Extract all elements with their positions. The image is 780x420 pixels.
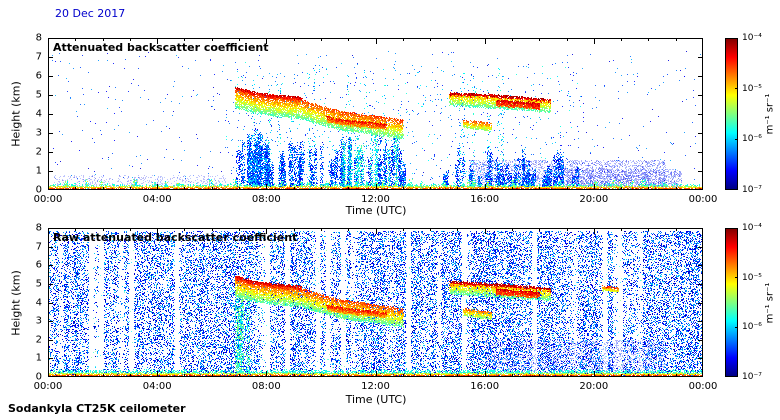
y-tick-label: 6 (35, 70, 42, 82)
panel2-colorbar (725, 228, 738, 377)
y-tick-label: 0 (35, 371, 42, 383)
y-tick-label: 2 (35, 334, 42, 346)
raw-attenuated-backscatter-heatmap (48, 228, 703, 377)
panel2-x-axis-label: Time (UTC) (345, 393, 407, 406)
colorbar-tick-label: 10⁻⁶ (742, 322, 762, 333)
y-tick-label: 8 (35, 222, 42, 234)
y-tick-label: 3 (35, 315, 42, 327)
instrument-label: Sodankyla CT25K ceilometer (8, 402, 186, 415)
colorbar-tick-label: 10⁻⁴ (742, 33, 762, 43)
x-tick-label: 00:00 (688, 381, 718, 392)
x-tick-label: 12:00 (361, 381, 390, 392)
y-tick-label: 7 (35, 241, 42, 253)
panel2-colorbar-unit-label: m⁻¹ sr⁻¹ (764, 282, 776, 324)
x-tick-label: 04:00 (142, 194, 172, 205)
colorbar-tick-label: 10⁻⁷ (742, 372, 762, 382)
x-tick-label: 00:00 (33, 381, 63, 392)
x-tick-label: 04:00 (142, 381, 172, 392)
y-tick-label: 0 (35, 184, 42, 196)
x-tick-label: 12:00 (361, 194, 390, 205)
x-tick-label: 20:00 (579, 194, 609, 205)
colorbar-tick-label: 10⁻⁶ (742, 134, 762, 145)
y-tick-label: 1 (35, 352, 42, 364)
y-tick-label: 4 (35, 108, 42, 120)
panel2-title: Raw attenuated backscatter coefficient (53, 231, 298, 244)
y-tick-label: 6 (35, 259, 42, 271)
y-tick-label: 5 (35, 89, 42, 101)
y-tick-label: 8 (35, 32, 42, 44)
attenuated-backscatter-heatmap (48, 38, 703, 190)
colorbar-tick-label: 10⁻⁵ (742, 272, 762, 283)
x-tick-label: 08:00 (251, 381, 281, 392)
colorbar-tick-label: 10⁻⁴ (742, 223, 762, 233)
x-tick-label: 00:00 (688, 194, 718, 205)
x-tick-label: 20:00 (579, 381, 609, 392)
y-tick-label: 4 (35, 297, 42, 308)
colorbar-tick-label: 10⁻⁵ (742, 83, 762, 94)
x-tick-label: 00:00 (33, 194, 63, 205)
colorbar-tick-label: 10⁻⁷ (742, 185, 762, 195)
y-tick-label: 5 (35, 278, 42, 290)
y-tick-label: 3 (35, 127, 42, 139)
panel1-colorbar-unit-label: m⁻¹ sr⁻¹ (764, 93, 776, 135)
panel1-colorbar (725, 38, 738, 190)
panel1-title: Attenuated backscatter coefficient (53, 41, 269, 54)
date-label: 20 Dec 2017 (55, 7, 126, 20)
panel2-y-axis-label: Height (km) (9, 270, 23, 336)
x-tick-label: 08:00 (251, 194, 281, 205)
x-tick-label: 16:00 (470, 381, 500, 392)
y-tick-label: 7 (35, 51, 42, 63)
y-tick-label: 1 (35, 165, 42, 177)
x-tick-label: 16:00 (470, 194, 500, 205)
panel1-x-axis-label: Time (UTC) (345, 204, 407, 217)
panel1-y-axis-label: Height (km) (9, 81, 23, 147)
y-tick-label: 2 (35, 146, 42, 158)
